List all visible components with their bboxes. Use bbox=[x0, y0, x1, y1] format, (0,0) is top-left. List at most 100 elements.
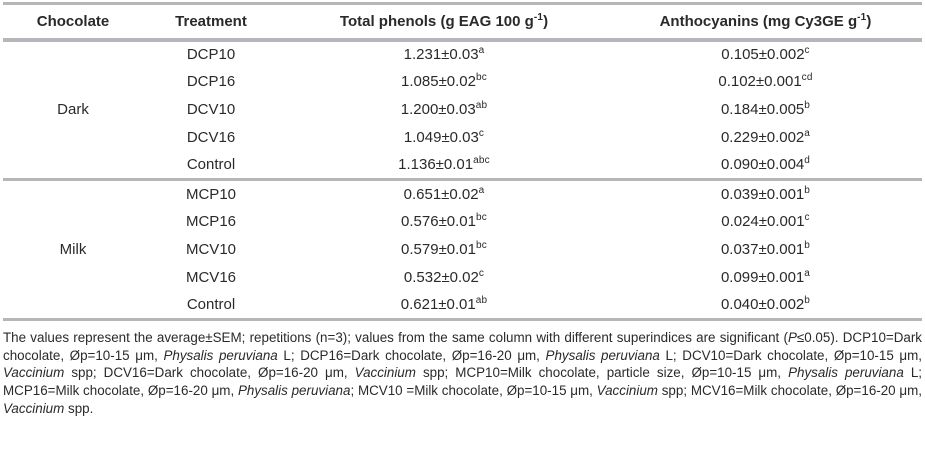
cell-total-phenols: 1.200±0.03ab bbox=[279, 96, 609, 124]
cell-total-phenols: 1.085±0.02bc bbox=[279, 68, 609, 96]
cell-total-phenols: 1.231±0.03a bbox=[279, 40, 609, 68]
cell-total-phenols: 0.532±0.02c bbox=[279, 264, 609, 292]
column-header-treatment: Treatment bbox=[143, 4, 279, 40]
significance-superscript: a bbox=[804, 268, 811, 279]
table-row: DCP16 1.085±0.02bc 0.102±0.001cd bbox=[3, 68, 922, 96]
cell-anthocyanins-value: 0.039±0.001 bbox=[720, 185, 805, 203]
table-row: DCV16 1.049±0.03c 0.229±0.002a bbox=[3, 124, 922, 152]
cell-anthocyanins: 0.099±0.001a bbox=[609, 264, 922, 292]
footnote-text: L; DCV10=Dark chocolate, Øp=10-15 μm, bbox=[659, 347, 922, 363]
cell-treatment: DCV16 bbox=[186, 129, 236, 146]
cell-treatment: DCP16 bbox=[186, 73, 236, 90]
species-name-italic: Physalis peruviana bbox=[237, 383, 351, 399]
column-header-label: Treatment bbox=[175, 12, 247, 30]
cell-treatment: DCP10 bbox=[186, 46, 236, 63]
chocolate-group-milk: Milk MCP10 0.651±0.02a 0.039±0.001b MCP16 0.5… bbox=[3, 180, 922, 320]
footnote-text: ≤0.05). DCP10=Dark chocolate, Øp=10-15 μ… bbox=[3, 330, 922, 363]
significance-superscript: bc bbox=[476, 212, 487, 223]
cell-anthocyanins: 0.229±0.002a bbox=[609, 124, 922, 152]
cell-treatment: DCV10 bbox=[186, 101, 236, 118]
results-table: Chocolate Treatment Total phenols (g EAG 1… bbox=[3, 2, 922, 321]
significance-superscript: b bbox=[804, 184, 811, 196]
cell-total-phenols-value: 1.231±0.03 bbox=[403, 46, 479, 63]
species-name-italic: Vaccinium bbox=[3, 365, 65, 381]
significance-superscript: ab bbox=[475, 100, 488, 111]
species-name-italic: Physalis peruviana bbox=[788, 365, 904, 381]
significance-superscript: c bbox=[478, 268, 485, 279]
significance-superscript: c bbox=[804, 45, 810, 56]
unit-exponent-superscript: -1 bbox=[533, 11, 544, 23]
column-header-label-close: ) bbox=[543, 12, 549, 30]
cell-total-phenols-value: 0.579±0.01 bbox=[401, 241, 476, 258]
table-row: Dark DCP10 1.231±0.03a 0.105±0.002c bbox=[3, 40, 922, 119]
cell-total-phenols-value: 1.085±0.02 bbox=[401, 73, 476, 90]
table-row: Control 1.136±0.01abc 0.090±0.004d bbox=[3, 152, 922, 180]
significance-superscript: c bbox=[478, 128, 485, 139]
species-name-italic: Physalis peruviana bbox=[163, 347, 278, 363]
significance-superscript: abc bbox=[473, 155, 490, 167]
cell-anthocyanins: 0.040±0.002b bbox=[609, 292, 922, 320]
cell-total-phenols-value: 0.651±0.02 bbox=[403, 185, 479, 203]
cell-anthocyanins: 0.037±0.001b bbox=[609, 236, 922, 264]
unit-exponent-superscript: -1 bbox=[857, 11, 867, 23]
cell-treatment: MCV16 bbox=[185, 269, 237, 286]
cell-total-phenols-value: 1.136±0.01 bbox=[398, 156, 474, 174]
species-name-italic: Physalis peruviana bbox=[545, 347, 660, 363]
cell-total-phenols: 0.621±0.01ab bbox=[279, 292, 609, 320]
species-name-italic: P bbox=[787, 330, 797, 345]
cell-total-phenols-value: 1.049±0.03 bbox=[403, 129, 479, 146]
significance-superscript: a bbox=[478, 45, 485, 56]
cell-anthocyanins-value: 0.024±0.001 bbox=[721, 213, 805, 230]
significance-superscript: b bbox=[804, 295, 811, 307]
significance-superscript: ab bbox=[475, 295, 488, 307]
column-header-chocolate: Chocolate bbox=[3, 4, 143, 40]
column-header-label-close: ) bbox=[866, 12, 872, 30]
cell-treatment: MCP16 bbox=[185, 213, 237, 230]
cell-anthocyanins-value: 0.184±0.005 bbox=[720, 101, 805, 118]
column-header-total-phenols: Total phenols (g EAG 100 g-1) bbox=[279, 4, 609, 40]
footnote-text: The values represent the average±SEM; re… bbox=[3, 330, 788, 345]
cell-anthocyanins-value: 0.099±0.001 bbox=[720, 269, 805, 286]
cell-anthocyanins: 0.102±0.001cd bbox=[609, 68, 922, 96]
cell-total-phenols: 0.651±0.02a bbox=[279, 180, 609, 208]
cell-anthocyanins: 0.024±0.001c bbox=[609, 208, 922, 236]
cell-anthocyanins: 0.039±0.001b bbox=[609, 180, 922, 208]
chocolate-group-dark: Dark DCP10 1.231±0.03a 0.105±0.002c DCP16 1.0… bbox=[3, 40, 922, 180]
significance-superscript: d bbox=[804, 155, 811, 167]
cell-total-phenols: 1.136±0.01abc bbox=[279, 152, 609, 180]
footnote-text: spp; MCP10=Milk chocolate, particle size… bbox=[415, 365, 789, 381]
footnote-text: spp. bbox=[64, 400, 94, 416]
table-row: MCP16 0.576±0.01bc 0.024±0.001c bbox=[3, 208, 922, 236]
significance-superscript: a bbox=[804, 128, 811, 139]
column-header-label: Chocolate bbox=[36, 12, 110, 30]
table-footnote: The values represent the average±SEM; re… bbox=[3, 329, 922, 417]
cell-anthocyanins: 0.090±0.004d bbox=[609, 152, 922, 180]
significance-superscript: c bbox=[804, 212, 810, 223]
cell-anthocyanins-value: 0.229±0.002 bbox=[720, 129, 805, 146]
table-row: MCV16 0.532±0.02c 0.099±0.001a bbox=[3, 264, 922, 292]
significance-superscript: b bbox=[804, 100, 811, 111]
table-row: Milk MCP10 0.651±0.02a 0.039±0.001b bbox=[3, 180, 922, 258]
cell-treatment: MCV10 bbox=[185, 241, 237, 258]
cell-anthocyanins-value: 0.040±0.002 bbox=[720, 296, 805, 314]
cell-treatment: Control bbox=[186, 296, 236, 314]
cell-total-phenols-value: 0.532±0.02 bbox=[403, 269, 479, 286]
group-label-milk: Milk bbox=[59, 241, 87, 258]
cell-total-phenols: 0.576±0.01bc bbox=[279, 208, 609, 236]
group-label-dark: Dark bbox=[57, 101, 89, 119]
cell-total-phenols: 1.049±0.03c bbox=[279, 124, 609, 152]
cell-total-phenols-value: 0.576±0.01 bbox=[401, 213, 476, 230]
column-header-label: Total phenols (g EAG 100 g bbox=[339, 12, 534, 30]
footnote-text: L; MCP16=Milk chocolate, Øp=16-20 μm, bbox=[3, 365, 922, 399]
cell-total-phenols-value: 1.200±0.03 bbox=[400, 101, 476, 118]
species-name-italic: Vaccinium bbox=[354, 365, 416, 381]
cell-anthocyanins: 0.184±0.005b bbox=[609, 96, 922, 124]
cell-anthocyanins-value: 0.037±0.001 bbox=[720, 241, 805, 258]
table-header: Chocolate Treatment Total phenols (g EAG 1… bbox=[3, 3, 922, 40]
footnote-text: spp; DCV16=Dark chocolate, Øp=16-20 μm, bbox=[64, 365, 355, 381]
cell-anthocyanins-value: 0.105±0.002 bbox=[721, 46, 805, 63]
cell-treatment: MCP10 bbox=[185, 185, 237, 203]
cell-anthocyanins-value: 0.102±0.001 bbox=[718, 73, 802, 90]
cell-total-phenols-value: 0.621±0.01 bbox=[400, 296, 476, 314]
significance-superscript: bc bbox=[476, 240, 487, 251]
